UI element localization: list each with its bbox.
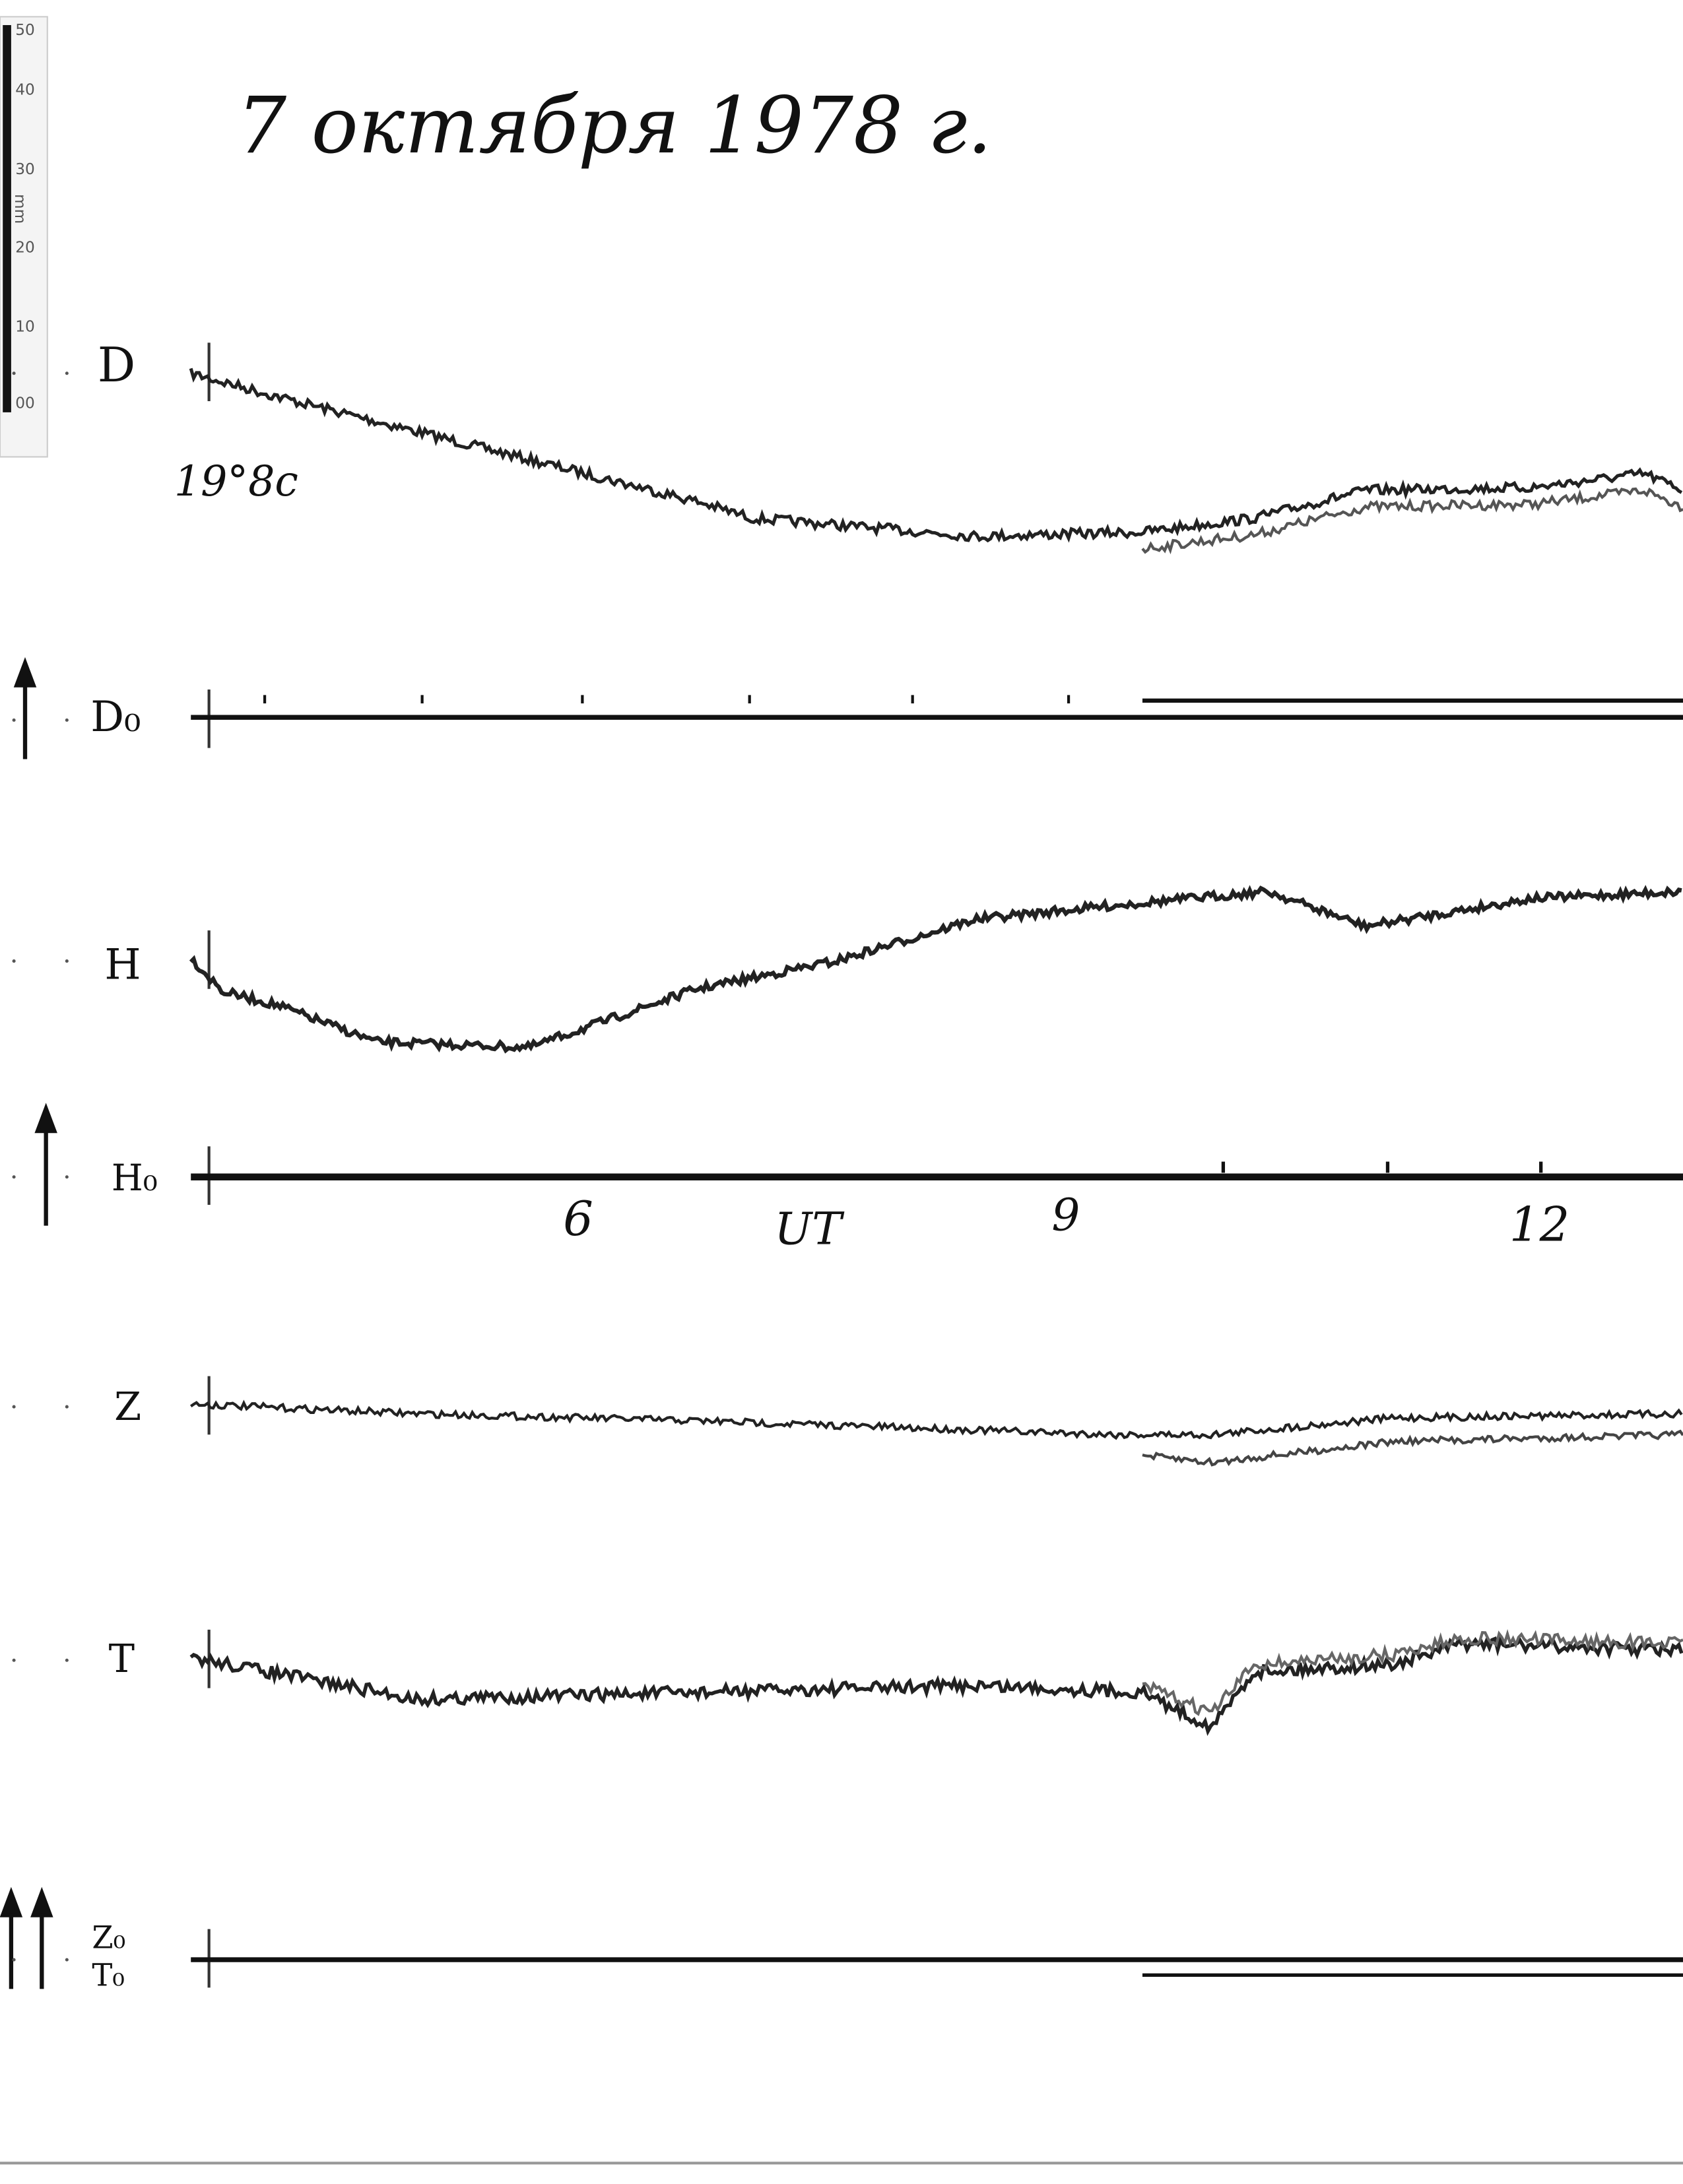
scale-tick: 50 [15, 21, 35, 39]
dot [12, 1958, 16, 1962]
arrows [0, 657, 57, 1989]
title: 7 октября 1978 г. [237, 80, 992, 171]
trace [189, 368, 1683, 543]
baseline-note: 19°8c [174, 457, 298, 505]
dot [12, 959, 16, 963]
trace [189, 885, 1682, 1054]
dot [65, 371, 69, 375]
trace-label: Z₀ [92, 1920, 125, 1956]
time-label: 6 [563, 1191, 593, 1246]
scale-tick: 40 [15, 81, 35, 99]
time-label: 12 [1509, 1196, 1569, 1252]
dot [12, 1658, 16, 1662]
scale-tick: 10 [15, 318, 35, 336]
scale-unit: mm [11, 194, 29, 224]
dot [65, 1405, 69, 1409]
dot [65, 1175, 69, 1179]
trace-label: T₀ [92, 1958, 125, 1993]
trace-label: Z [114, 1384, 141, 1429]
dot [12, 718, 16, 722]
scale-tick: 30 [15, 160, 35, 178]
scale-tick: 20 [15, 238, 35, 256]
dot [12, 371, 16, 375]
trace [189, 1399, 1683, 1440]
trace-label: H [104, 940, 141, 989]
dot [65, 1658, 69, 1662]
dot [65, 718, 69, 722]
scale-tick: 00 [15, 395, 35, 412]
trace [1142, 1429, 1683, 1467]
trace [1141, 487, 1683, 555]
dot [12, 1405, 16, 1409]
traces [12, 342, 1683, 1988]
time-label: 9 [1051, 1189, 1080, 1241]
dot [65, 959, 69, 963]
dot [12, 1175, 16, 1179]
time-unit: UT [774, 1203, 845, 1255]
trace-label: D₀ [90, 692, 141, 741]
scale-bar [3, 25, 11, 412]
trace-label: T [109, 1636, 135, 1681]
dot [65, 1958, 69, 1962]
trace-label: H₀ [112, 1157, 158, 1199]
trace [1142, 1628, 1683, 1716]
trace-label: D [98, 337, 136, 393]
